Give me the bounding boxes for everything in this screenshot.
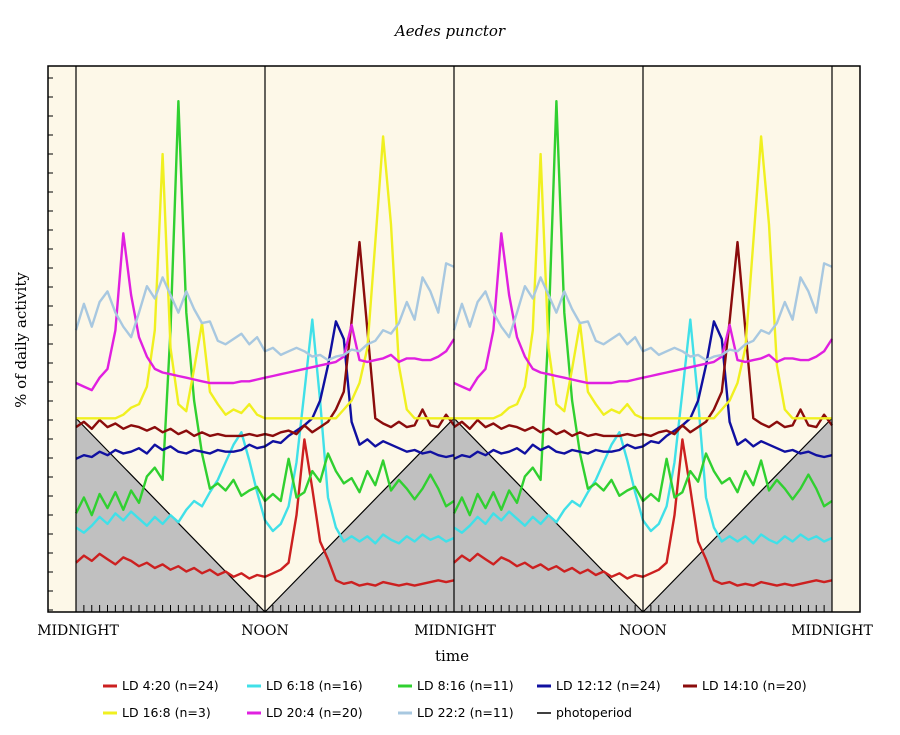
legend-label: LD 4:20 (n=24)	[122, 678, 219, 693]
legend-label: LD 20:4 (n=20)	[266, 705, 363, 720]
x-tick-label: MIDNIGHT	[791, 623, 873, 639]
chart-title: Aedes punctor	[393, 22, 506, 40]
x-tick-label: NOON	[619, 623, 666, 639]
legend-label: LD 8:16 (n=11)	[417, 678, 514, 693]
photoperiod-line	[642, 417, 833, 613]
x-tick-label: NOON	[241, 623, 288, 639]
x-tick-label: MIDNIGHT	[414, 623, 496, 639]
x-tick-label: MIDNIGHT	[37, 623, 119, 639]
x-tick-labels: MIDNIGHT NOON MIDNIGHT NOON MIDNIGHT	[37, 623, 873, 639]
x-axis-label: time	[435, 647, 469, 665]
legend-label: LD 14:10 (n=20)	[702, 678, 807, 693]
legend-label: photoperiod	[556, 705, 632, 720]
legend-label: LD 16:8 (n=3)	[122, 705, 211, 720]
legend-label: LD 22:2 (n=11)	[417, 705, 514, 720]
legend-label: LD 12:12 (n=24)	[556, 678, 661, 693]
legend: LD 4:20 (n=24) LD 6:18 (n=16) LD 8:16 (n=1…	[103, 678, 807, 720]
plot-frame	[47, 65, 861, 613]
legend-label: LD 6:18 (n=16)	[266, 678, 363, 693]
axis-ticks	[48, 77, 825, 612]
y-axis-label: % of daily activity	[12, 272, 30, 408]
